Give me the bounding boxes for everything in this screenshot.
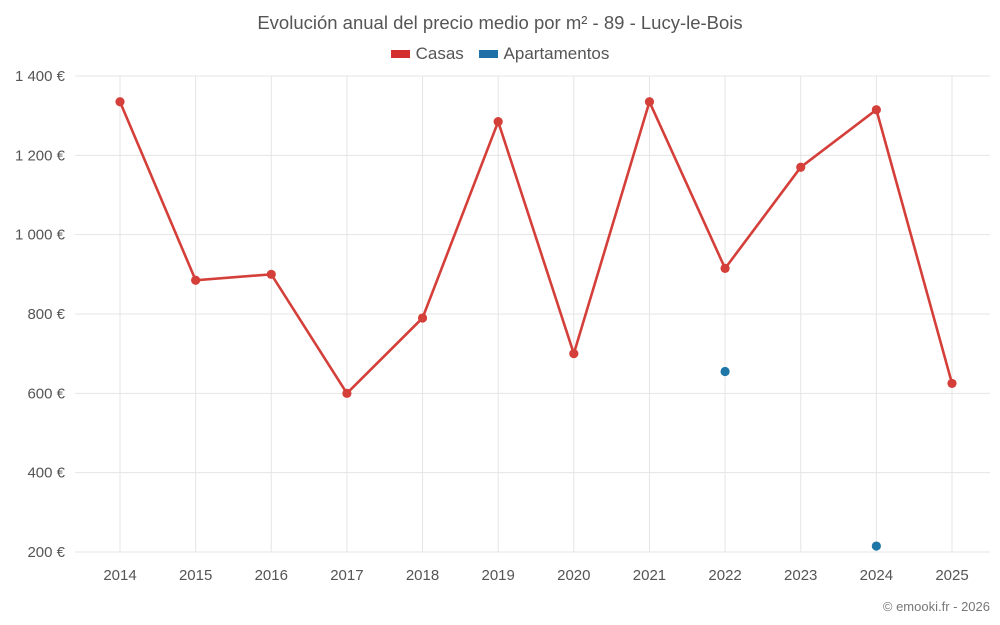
svg-text:2020: 2020 xyxy=(557,567,590,584)
svg-text:2024: 2024 xyxy=(860,567,893,584)
svg-text:400 €: 400 € xyxy=(27,465,65,482)
svg-text:2014: 2014 xyxy=(103,567,136,584)
svg-text:2018: 2018 xyxy=(406,567,439,584)
svg-text:2022: 2022 xyxy=(708,567,741,584)
svg-text:1 400 €: 1 400 € xyxy=(15,68,66,85)
svg-text:2021: 2021 xyxy=(633,567,666,584)
svg-text:2015: 2015 xyxy=(179,567,212,584)
svg-text:2016: 2016 xyxy=(255,567,288,584)
svg-text:1 200 €: 1 200 € xyxy=(15,147,66,164)
svg-text:800 €: 800 € xyxy=(27,306,65,323)
svg-text:2019: 2019 xyxy=(481,567,514,584)
svg-text:200 €: 200 € xyxy=(27,544,65,561)
svg-text:1 000 €: 1 000 € xyxy=(15,227,66,244)
svg-text:2023: 2023 xyxy=(784,567,817,584)
svg-text:2025: 2025 xyxy=(935,567,968,584)
svg-text:600 €: 600 € xyxy=(27,385,65,402)
svg-text:2017: 2017 xyxy=(330,567,363,584)
